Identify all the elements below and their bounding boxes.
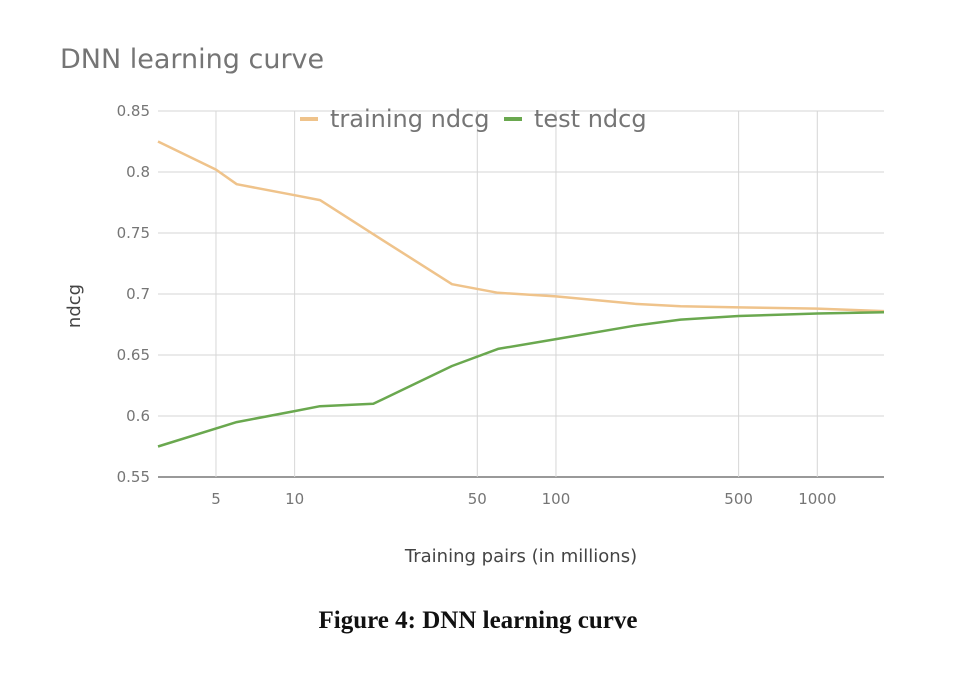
y-tick-label: 0.55	[117, 468, 150, 486]
x-tick-label: 500	[724, 490, 753, 508]
legend-label: test ndcg	[534, 105, 647, 133]
gridlines	[158, 110, 884, 478]
y-tick-label: 0.8	[126, 163, 150, 181]
x-tick-label: 5	[211, 490, 221, 508]
x-tick-label: 50	[468, 490, 487, 508]
chart-title: DNN learning curve	[60, 44, 325, 75]
x-tick-label: 100	[542, 490, 571, 508]
y-tick-label: 0.75	[117, 224, 150, 242]
series-lines	[157, 140, 885, 448]
y-axis-ticks: 0.55 0.6 0.65 0.7 0.75 0.8 0.85	[117, 102, 150, 486]
legend: training ndcg test ndcg	[300, 105, 647, 133]
y-axis-label: ndcg	[64, 284, 85, 328]
legend-label: training ndcg	[330, 105, 489, 133]
y-tick-label: 0.6	[126, 407, 150, 425]
x-axis-label: Training pairs (in millions)	[404, 546, 637, 567]
series-line	[157, 311, 885, 448]
y-tick-label: 0.65	[117, 346, 150, 364]
y-tick-label: 0.7	[126, 285, 150, 303]
figure-caption: Figure 4: DNN learning curve	[318, 607, 638, 634]
x-tick-label: 1000	[798, 490, 836, 508]
series-line	[157, 140, 885, 313]
x-axis-ticks: 5 10 50 100 500 1000	[211, 490, 836, 508]
x-tick-label: 10	[285, 490, 304, 508]
y-tick-label: 0.85	[117, 102, 150, 120]
